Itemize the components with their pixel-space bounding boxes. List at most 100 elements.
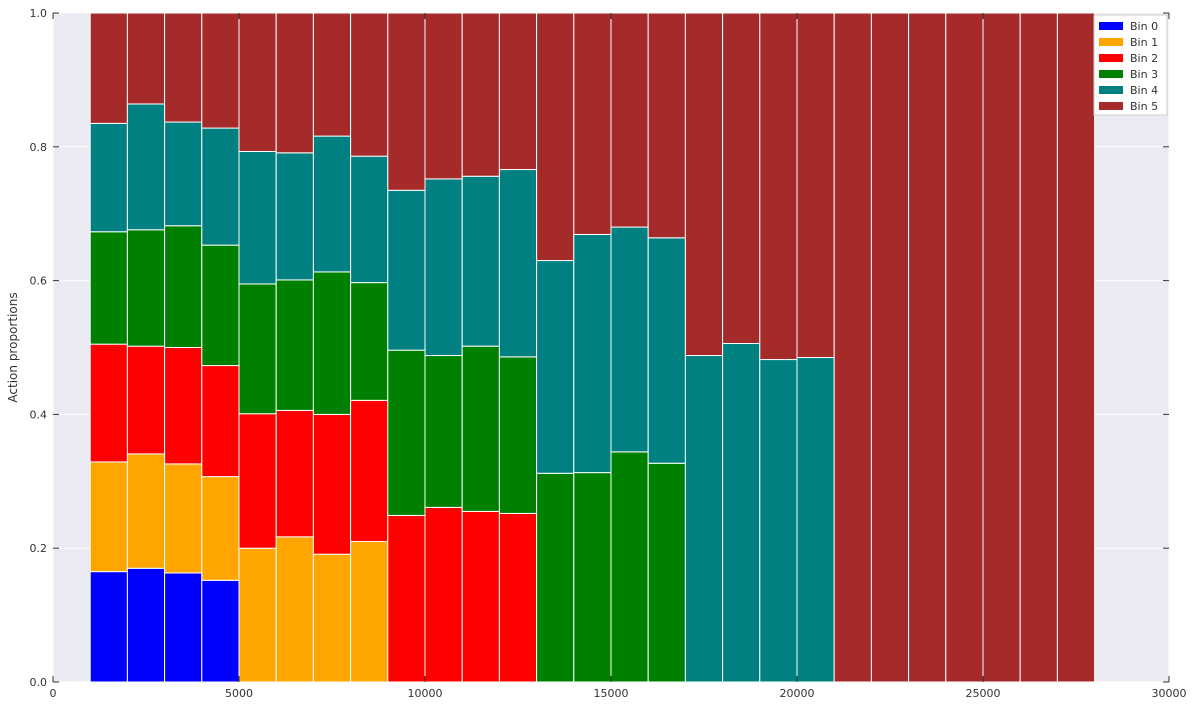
- bar-segment-bin-5: [833, 12, 872, 683]
- bar-segment-bin-5: [387, 12, 426, 191]
- bar-segment-bin-0: [126, 567, 166, 683]
- bar-segment-bin-5: [1019, 12, 1058, 683]
- bar-segment-bin-5: [610, 12, 649, 228]
- bar-segment-bin-3: [536, 472, 575, 683]
- bar-segment-bin-4: [201, 127, 240, 246]
- x-tick-label: 10000: [408, 687, 443, 700]
- bar-segment-bin-4: [350, 155, 389, 284]
- bar-segment-bin-0: [201, 579, 240, 683]
- bar-segment-bin-4: [126, 103, 166, 231]
- legend-label: Bin 2: [1130, 52, 1158, 65]
- bar-segment-bin-2: [201, 365, 240, 478]
- bar-segment-bin-4: [759, 359, 798, 683]
- bar-segment-bin-5: [424, 12, 463, 180]
- bars: [89, 12, 1096, 683]
- bar-segment-bin-5: [536, 12, 575, 262]
- x-tick-label: 15000: [594, 687, 629, 700]
- bar-segment-bin-5: [945, 12, 984, 683]
- bar-segment-bin-2: [126, 345, 166, 455]
- bar-segment-bin-2: [387, 514, 426, 683]
- bar-segment-bin-3: [573, 472, 612, 683]
- legend-swatch: [1099, 86, 1123, 94]
- legend-box: [1093, 14, 1168, 116]
- bar-segment-bin-4: [610, 226, 649, 453]
- bar-segment-bin-5: [89, 12, 128, 124]
- legend-swatch: [1099, 102, 1123, 110]
- bar-segment-bin-5: [498, 12, 538, 171]
- legend-swatch: [1099, 38, 1123, 46]
- bar-segment-bin-5: [908, 12, 947, 683]
- bar-segment-bin-5: [870, 12, 910, 683]
- bar-segment-bin-3: [610, 451, 649, 683]
- bar-segment-bin-0: [89, 571, 128, 683]
- bar-segment-bin-1: [164, 463, 203, 574]
- legend: Bin 0 Bin 1 Bin 2 Bin 3 Bin 4 Bin 5: [1093, 14, 1168, 116]
- bar-segment-bin-1: [350, 541, 389, 683]
- bar-segment-bin-5: [164, 12, 203, 123]
- legend-label: Bin 1: [1130, 36, 1158, 49]
- bar-segment-bin-4: [238, 150, 277, 285]
- bar-segment-bin-3: [461, 345, 500, 512]
- y-tick-label: 1.0: [30, 7, 48, 20]
- bar-segment-bin-2: [498, 512, 538, 683]
- legend-label: Bin 5: [1130, 100, 1158, 113]
- bar-segment-bin-4: [424, 178, 463, 357]
- bar-segment-bin-4: [461, 175, 500, 347]
- bar-segment-bin-1: [126, 453, 166, 569]
- y-tick-label: 0.2: [30, 542, 48, 555]
- bar-segment-bin-2: [89, 343, 128, 463]
- legend-swatch: [1099, 22, 1123, 30]
- bar-segment-bin-4: [312, 135, 352, 273]
- bar-segment-bin-1: [275, 536, 314, 683]
- legend-label: Bin 4: [1130, 84, 1158, 97]
- bar-segment-bin-4: [684, 355, 724, 683]
- bar-segment-bin-5: [238, 12, 277, 152]
- bar-segment-bin-4: [164, 121, 203, 227]
- bar-segment-bin-3: [647, 462, 686, 683]
- y-tick-label: 0.0: [30, 676, 48, 689]
- bar-segment-bin-3: [312, 271, 352, 415]
- bar-segment-bin-2: [312, 413, 352, 555]
- bar-segment-bin-3: [238, 283, 277, 415]
- bar-segment-bin-4: [387, 189, 426, 351]
- legend-label: Bin 3: [1130, 68, 1158, 81]
- y-tick-label: 0.4: [30, 408, 48, 421]
- bar-segment-bin-2: [238, 413, 277, 549]
- bar-segment-bin-5: [647, 12, 686, 239]
- bar-segment-bin-0: [164, 572, 203, 683]
- bar-segment-bin-2: [424, 506, 463, 683]
- bar-segment-bin-3: [350, 282, 389, 401]
- bar-segment-bin-3: [387, 349, 426, 516]
- x-tick-label: 0: [50, 687, 57, 700]
- bar-segment-bin-3: [275, 279, 314, 411]
- bar-segment-bin-2: [350, 399, 389, 543]
- bar-segment-bin-4: [647, 237, 686, 464]
- bar-segment-bin-3: [126, 229, 166, 347]
- y-tick-label: 0.8: [30, 141, 48, 154]
- x-tick-label: 30000: [1152, 687, 1187, 700]
- x-tick-label: 20000: [780, 687, 815, 700]
- bar-segment-bin-4: [573, 233, 612, 474]
- bar-segment-bin-3: [424, 355, 463, 508]
- axes: 0 5000 10000 15000 20000 25000 30000 0.0 0.2 0.4 0…: [30, 7, 1187, 700]
- bar-segment-bin-5: [312, 12, 352, 137]
- bar-segment-bin-5: [684, 12, 724, 357]
- y-axis-label: Action proportions: [6, 292, 20, 402]
- bar-segment-bin-5: [573, 12, 612, 235]
- bar-segment-bin-5: [1056, 12, 1096, 683]
- bar-segment-bin-5: [201, 12, 240, 129]
- bar-segment-bin-5: [982, 12, 1021, 683]
- bar-segment-bin-4: [536, 260, 575, 474]
- bar-segment-bin-5: [461, 12, 500, 177]
- bar-segment-bin-4: [275, 152, 314, 281]
- bar-segment-bin-2: [275, 409, 314, 538]
- bar-segment-bin-4: [796, 357, 835, 683]
- bar-segment-bin-1: [312, 553, 352, 683]
- bar-segment-bin-2: [164, 347, 203, 465]
- bar-segment-bin-1: [89, 461, 128, 573]
- bar-segment-bin-3: [89, 231, 128, 345]
- bar-segment-bin-4: [722, 342, 761, 683]
- bar-segment-bin-4: [498, 169, 538, 358]
